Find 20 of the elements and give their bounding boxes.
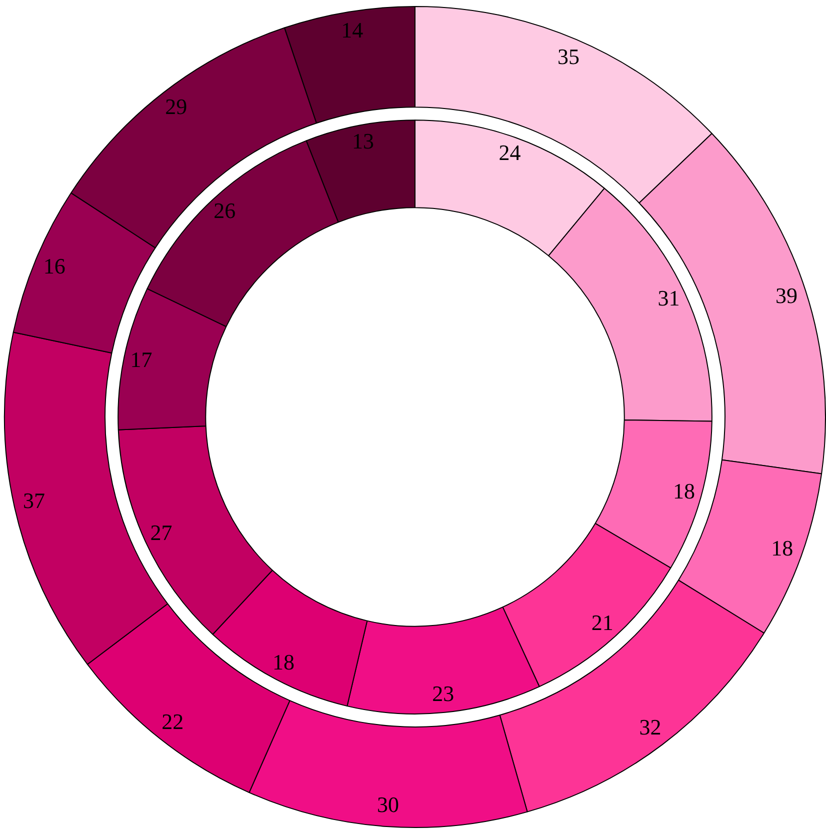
data-label: 29 (165, 94, 188, 119)
data-label: 23 (432, 680, 454, 706)
data-label: 37 (22, 488, 45, 513)
data-label: 39 (776, 283, 798, 308)
data-label: 18 (771, 535, 794, 560)
data-label: 21 (591, 610, 614, 636)
data-label: 30 (376, 792, 399, 818)
data-label: 14 (341, 17, 364, 42)
data-label: 26 (214, 198, 236, 224)
data-label: 17 (130, 346, 152, 372)
data-label: 18 (673, 478, 696, 504)
data-label: 18 (272, 649, 295, 674)
data-label: 35 (558, 44, 580, 69)
data-label: 24 (498, 140, 521, 165)
data-label: 27 (150, 520, 172, 545)
data-label: 31 (658, 286, 680, 311)
data-label: 22 (162, 708, 184, 734)
data-label: 16 (43, 253, 66, 278)
data-label: 13 (352, 128, 374, 154)
data-label: 32 (639, 714, 662, 740)
